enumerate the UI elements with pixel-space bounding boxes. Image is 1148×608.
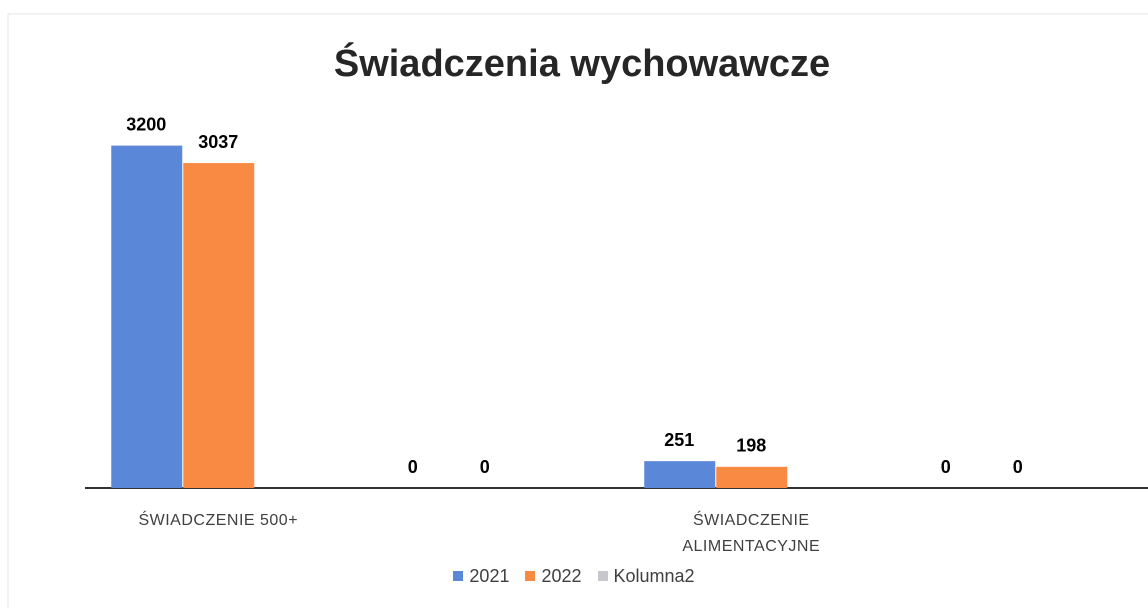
- legend-swatch: [597, 571, 608, 581]
- data-label: 0: [941, 457, 951, 477]
- data-label: 251: [664, 430, 694, 450]
- x-tick-label: ŚWIADCZENIE 500+: [138, 512, 299, 529]
- legend-label: 2022: [541, 566, 582, 586]
- chart-title: Świadczenia wychowawcze: [334, 41, 830, 85]
- bar: [644, 461, 716, 488]
- x-tick-label: ŚWIADCZENIE ALIMENTACYJNE: [682, 512, 821, 555]
- legend-label: 2021: [469, 566, 510, 586]
- bar: [183, 163, 255, 488]
- legend-item: 2022: [525, 566, 582, 587]
- legend-label: Kolumna2: [613, 566, 695, 586]
- bar: [716, 466, 788, 488]
- legend: 2021 2022 Kolumna2: [0, 566, 1148, 587]
- data-label: 3200: [126, 114, 166, 134]
- legend-item: 2021: [453, 566, 509, 587]
- data-label: 0: [480, 457, 490, 477]
- chart-border: [7, 13, 1148, 608]
- data-label: 198: [736, 436, 766, 456]
- legend-swatch: [525, 571, 536, 581]
- data-label: 3037: [198, 132, 238, 152]
- legend-item: Kolumna2: [597, 566, 695, 587]
- data-label: 0: [1013, 457, 1023, 477]
- bar: [111, 145, 183, 488]
- data-label: 0: [408, 457, 418, 477]
- legend-swatch: [453, 571, 464, 581]
